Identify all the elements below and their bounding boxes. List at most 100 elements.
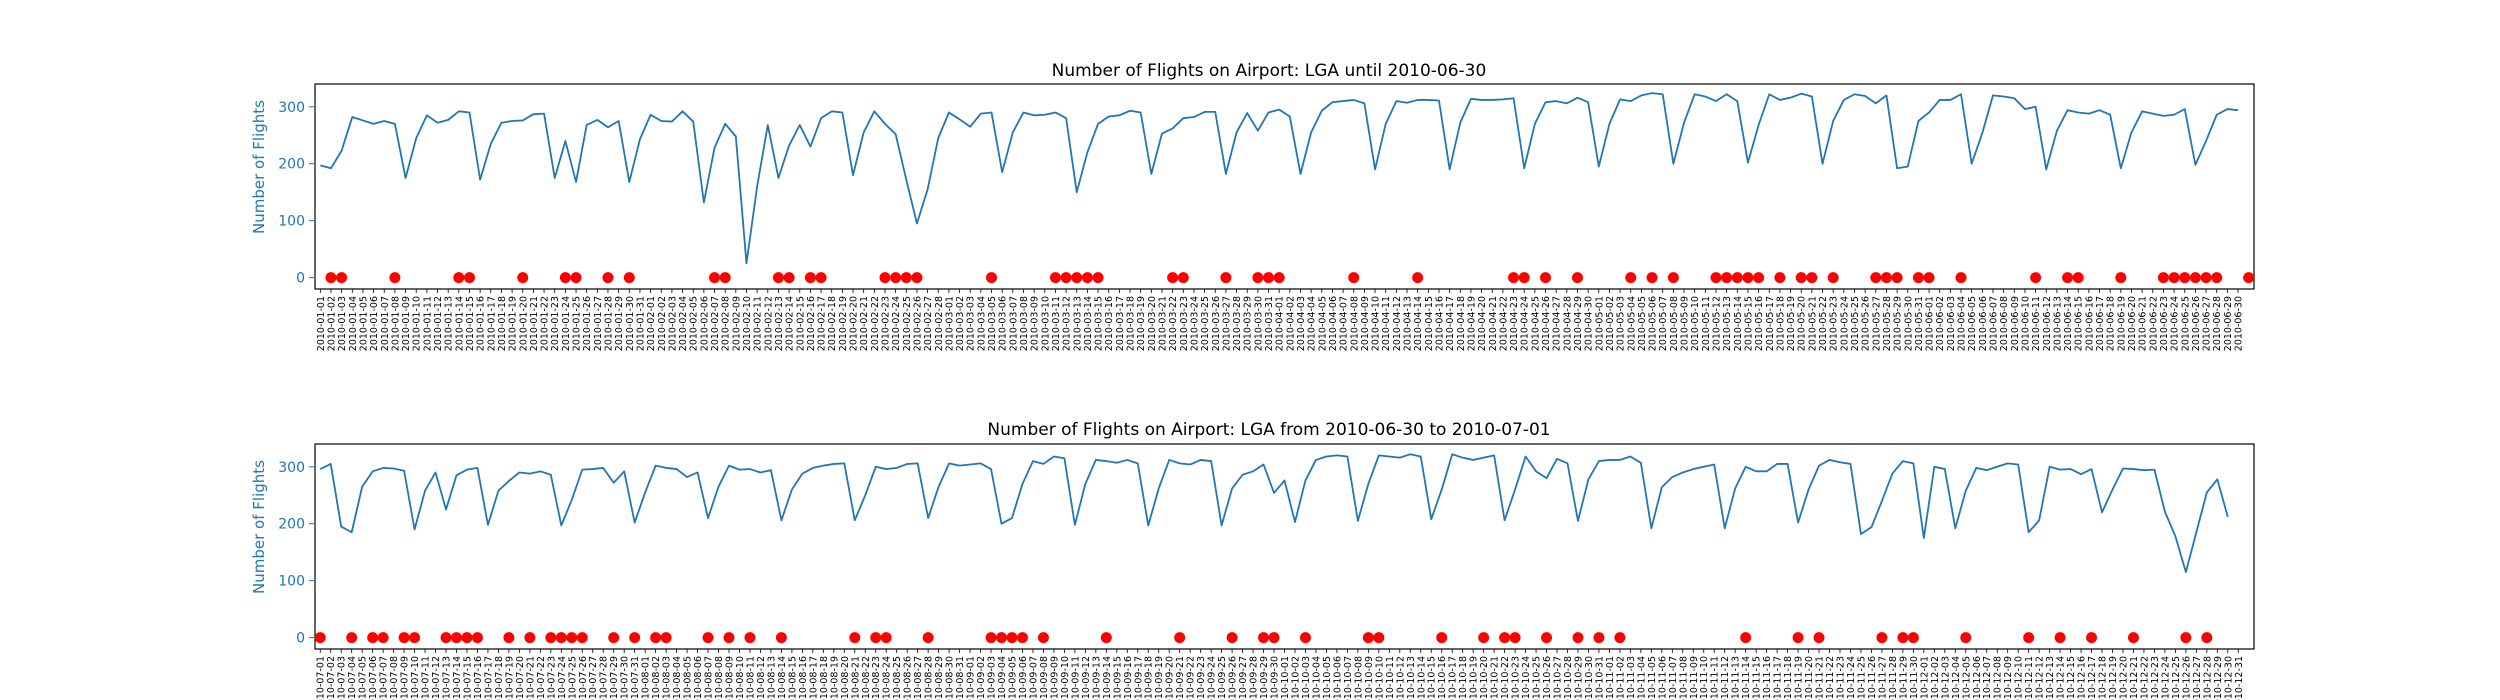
x-tick-label: 2010-06-27 [2202, 296, 2213, 351]
x-tick-label: 2010-02-16 [806, 296, 817, 351]
zero-flight-marker [545, 632, 557, 644]
x-tick-label: 2010-04-25 [1530, 296, 1541, 351]
zero-flight-marker [409, 632, 421, 644]
zero-flight-marker [570, 272, 582, 284]
x-tick-label: 2010-05-17 [1765, 296, 1776, 351]
x-tick-label: 2010-03-29 [1243, 296, 1254, 351]
x-tick-label: 2010-10-21 [1490, 656, 1501, 700]
x-tick-label: 2010-04-10 [1371, 296, 1382, 351]
x-tick-label: 2010-12-25 [2171, 656, 2182, 700]
x-tick-label: 2010-12-01 [1919, 656, 1930, 700]
x-tick-label: 2010-06-25 [2180, 296, 2191, 351]
x-tick-label: 2010-04-26 [1541, 296, 1552, 351]
x-tick-label: 2010-05-06 [1648, 296, 1659, 351]
x-tick-label: 2010-09-28 [1249, 656, 1260, 700]
x-tick-label: 2010-08-14 [777, 656, 788, 700]
x-tick-label: 2010-10-16 [1437, 656, 1448, 700]
zero-flight-marker [555, 632, 567, 644]
x-tick-label: 2010-12-03 [1940, 656, 1951, 700]
x-tick-label: 2010-09-21 [1175, 656, 1186, 700]
zero-flight-marker [566, 632, 578, 644]
zero-flight-marker [1478, 632, 1490, 644]
x-tick-label: 2010-01-15 [465, 296, 476, 351]
x-tick-label: 2010-05-01 [1594, 296, 1605, 351]
x-tick-label: 2010-08-21 [850, 656, 861, 700]
x-tick-label: 2010-11-23 [1835, 656, 1846, 700]
x-tick-label: 2010-08-19 [829, 656, 840, 700]
x-tick-label: 2010-09-02 [976, 656, 987, 700]
zero-flight-marker [1037, 632, 1049, 644]
x-tick-label: 2010-04-03 [1296, 296, 1307, 351]
x-tick-label: 2010-10-03 [1301, 656, 1312, 700]
x-tick-label: 2010-11-17 [1773, 656, 1784, 700]
x-tick-label: 2010-12-11 [2024, 656, 2035, 700]
x-tick-label: 2010-12-08 [1993, 656, 2004, 700]
zero-flight-marker [1795, 272, 1807, 284]
x-tick-label: 2010-06-21 [2138, 296, 2149, 351]
x-tick-label: 2010-05-10 [1690, 296, 1701, 351]
zero-flight-marker [775, 632, 787, 644]
x-tick-label: 2010-08-08 [714, 656, 725, 700]
zero-flight-marker [336, 272, 348, 284]
x-tick-label: 2010-06-20 [2127, 296, 2138, 351]
x-tick-label: 2010-05-29 [1893, 296, 1904, 351]
x-tick-label: 2010-07-22 [536, 656, 547, 700]
x-tick-label: 2010-07-14 [452, 656, 463, 700]
x-tick-label: 2010-11-10 [1699, 656, 1710, 700]
x-tick-label: 2010-05-24 [1839, 296, 1850, 351]
zero-flight-marker [576, 632, 588, 644]
x-tick-label: 2010-11-28 [1888, 656, 1899, 700]
x-tick-label: 2010-11-14 [1741, 656, 1752, 700]
x-tick-label: 2010-03-30 [1253, 296, 1264, 351]
zero-flight-marker [623, 272, 635, 284]
x-tick-label: 2010-09-17 [1133, 656, 1144, 700]
x-tick-label: 2010-06-18 [2106, 296, 2117, 351]
zero-flight-marker [1518, 272, 1530, 284]
x-tick-label: 2010-12-07 [1982, 656, 1993, 700]
x-tick-label: 2010-01-25 [572, 296, 583, 351]
x-tick-label: 2010-06-07 [1988, 296, 1999, 351]
zero-flight-marker [1252, 272, 1264, 284]
zero-flight-marker [1721, 272, 1733, 284]
zero-flight-marker [1880, 272, 1892, 284]
x-tick-label: 2010-01-21 [529, 296, 540, 351]
x-tick-label: 2010-12-18 [2098, 656, 2109, 700]
zero-flight-marker [1509, 632, 1521, 644]
x-tick-label: 2010-05-03 [1616, 296, 1627, 351]
x-tick-label: 2010-06-16 [2084, 296, 2095, 351]
x-tick-label: 2010-04-24 [1520, 296, 1531, 351]
zero-flight-marker [783, 272, 795, 284]
x-tick-label: 2010-10-11 [1385, 656, 1396, 700]
x-tick-label: 2010-02-03 [667, 296, 678, 351]
y-tick-label: 100 [278, 214, 305, 230]
x-tick-label: 2010-03-15 [1094, 296, 1105, 351]
x-tick-label: 2010-05-22 [1818, 296, 1829, 351]
x-tick-label: 2010-01-13 [444, 296, 455, 351]
x-tick-label: 2010-06-24 [2170, 296, 2181, 351]
x-tick-label: 2010-04-15 [1424, 296, 1435, 351]
x-tick-label: 2010-08-04 [672, 656, 683, 700]
x-tick-label: 2010-08-28 [924, 656, 935, 700]
zero-flight-marker [1060, 272, 1072, 284]
zero-flight-marker [772, 272, 784, 284]
zero-flight-marker [1412, 272, 1424, 284]
zero-flight-marker [2054, 632, 2066, 644]
x-tick-label: 2010-06-09 [2010, 296, 2021, 351]
zero-flight-marker [1541, 632, 1553, 644]
zero-flight-marker [1226, 632, 1238, 644]
x-tick-label: 2010-09-18 [1144, 656, 1155, 700]
x-tick-label: 2010-04-13 [1403, 296, 1414, 351]
x-tick-label: 2010-04-23 [1509, 296, 1520, 351]
x-tick-label: 2010-10-08 [1353, 656, 1364, 700]
flights-line-series [320, 92, 2239, 265]
x-tick-label: 2010-01-11 [422, 296, 433, 351]
x-tick-label: 2010-03-06 [998, 296, 1009, 351]
x-tick-label: 2010-05-18 [1775, 296, 1786, 351]
x-tick-label: 2010-09-19 [1154, 656, 1165, 700]
x-tick-label: 2010-09-09 [1049, 656, 1060, 700]
x-tick-label: 2010-04-14 [1413, 296, 1424, 351]
x-tick-label: 2010-06-08 [1999, 296, 2010, 351]
x-tick-label: 2010-02-25 [902, 296, 913, 351]
x-tick-label: 2010-09-27 [1238, 656, 1249, 700]
